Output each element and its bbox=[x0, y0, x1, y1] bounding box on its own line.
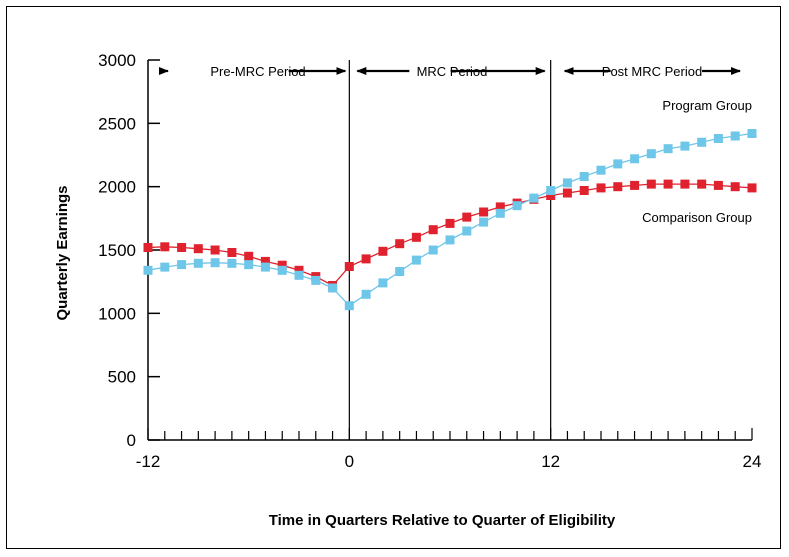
y-tick-label: 2500 bbox=[98, 114, 136, 133]
data-point bbox=[445, 218, 455, 228]
x-axis-title: Time in Quarters Relative to Quarter of … bbox=[269, 512, 616, 529]
program-group-label: Program Group bbox=[662, 98, 752, 113]
y-tick-label: 1500 bbox=[98, 241, 136, 260]
data-point bbox=[395, 267, 405, 276]
x-tick-label: 12 bbox=[541, 452, 560, 471]
data-point bbox=[730, 182, 740, 192]
data-point bbox=[462, 212, 472, 222]
data-point bbox=[495, 208, 505, 218]
data-point bbox=[143, 243, 153, 252]
data-point bbox=[546, 191, 556, 200]
data-point bbox=[277, 265, 287, 275]
period-annotations: Pre-MRC Period MRC Period Post MRC Perio… bbox=[159, 64, 752, 225]
data-point bbox=[160, 262, 170, 272]
data-point bbox=[395, 239, 405, 249]
data-point bbox=[495, 202, 505, 212]
data-point bbox=[210, 245, 220, 255]
data-point bbox=[177, 260, 187, 270]
data-point bbox=[747, 183, 757, 193]
data-point bbox=[177, 243, 187, 252]
post-period-label: Post MRC Period bbox=[602, 64, 702, 79]
y-axis-title: Quarterly Earnings bbox=[54, 185, 71, 320]
data-point bbox=[311, 275, 321, 285]
data-point bbox=[227, 248, 237, 257]
period-dividers bbox=[348, 60, 552, 440]
data-point bbox=[445, 235, 455, 245]
data-point bbox=[411, 255, 421, 265]
data-point bbox=[646, 179, 656, 189]
data-point bbox=[479, 217, 489, 227]
y-tick-label: 500 bbox=[108, 368, 136, 387]
data-point bbox=[562, 178, 572, 188]
data-point bbox=[344, 301, 354, 311]
data-point bbox=[680, 179, 690, 189]
data-point bbox=[697, 179, 707, 189]
y-tick-label: 0 bbox=[127, 431, 136, 450]
data-point bbox=[713, 134, 723, 143]
data-point bbox=[143, 265, 153, 275]
y-tick-label: 3000 bbox=[98, 51, 136, 70]
x-tick-label: -12 bbox=[136, 452, 161, 471]
data-point bbox=[529, 193, 539, 203]
data-point bbox=[244, 260, 254, 270]
data-point bbox=[260, 256, 270, 266]
data-point bbox=[596, 183, 606, 193]
data-point bbox=[244, 251, 254, 261]
data-point bbox=[361, 289, 371, 299]
data-point bbox=[378, 246, 388, 256]
data-point bbox=[361, 254, 371, 264]
data-point bbox=[512, 201, 522, 211]
data-point bbox=[630, 180, 640, 190]
pre-period-label: Pre-MRC Period bbox=[210, 64, 305, 79]
chart-frame bbox=[6, 6, 781, 549]
data-point bbox=[747, 129, 757, 138]
data-point bbox=[663, 179, 673, 189]
data-point bbox=[546, 186, 556, 195]
data-point bbox=[613, 182, 623, 192]
y-tick-label: 1000 bbox=[98, 304, 136, 323]
data-point bbox=[193, 244, 203, 254]
data-point bbox=[630, 154, 640, 164]
data-point bbox=[579, 186, 589, 195]
series-layer bbox=[143, 129, 757, 311]
data-point bbox=[344, 262, 354, 271]
data-point bbox=[328, 283, 338, 293]
data-point bbox=[697, 137, 707, 147]
data-point bbox=[663, 144, 673, 154]
data-point bbox=[680, 141, 690, 151]
data-point bbox=[227, 258, 237, 268]
data-point bbox=[210, 258, 220, 268]
data-point bbox=[428, 225, 438, 235]
data-point bbox=[428, 245, 438, 255]
y-tick-label: 2000 bbox=[98, 178, 136, 197]
data-point bbox=[596, 165, 606, 175]
data-point bbox=[260, 262, 270, 272]
series-line bbox=[147, 183, 753, 287]
data-point bbox=[730, 131, 740, 141]
x-tick-label: 24 bbox=[743, 452, 762, 471]
data-point bbox=[378, 278, 388, 288]
data-point bbox=[411, 232, 421, 242]
data-point bbox=[294, 270, 304, 280]
data-point bbox=[579, 172, 589, 181]
data-point bbox=[462, 226, 472, 236]
data-point bbox=[713, 180, 723, 190]
x-tick-label: 0 bbox=[345, 452, 354, 471]
data-point bbox=[277, 260, 287, 270]
data-point bbox=[562, 188, 572, 198]
data-point bbox=[193, 258, 203, 268]
data-point bbox=[646, 149, 656, 159]
data-point bbox=[479, 207, 489, 217]
data-point bbox=[613, 159, 623, 169]
comparison-group-label: Comparison Group bbox=[642, 210, 752, 225]
data-point bbox=[294, 265, 304, 275]
data-point bbox=[160, 242, 170, 252]
